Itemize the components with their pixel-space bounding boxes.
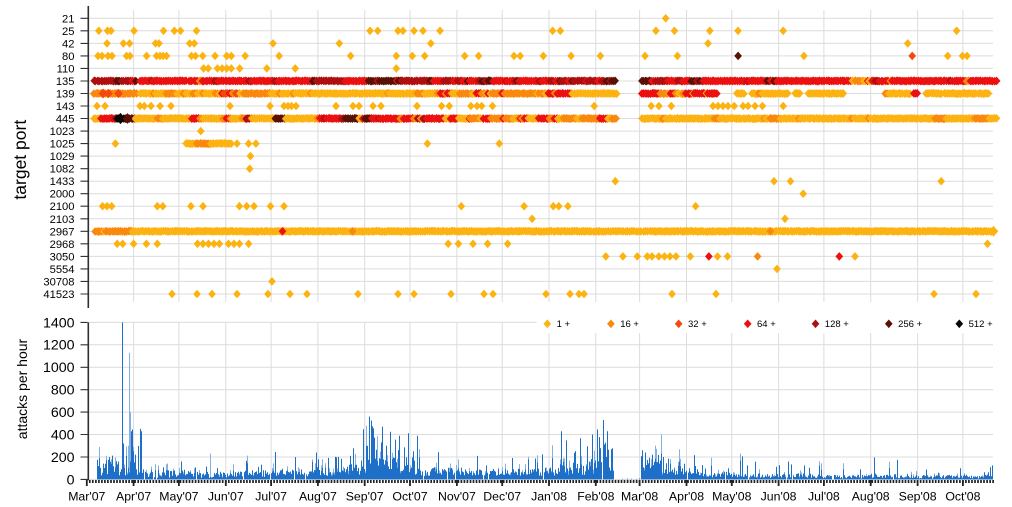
svg-text:400: 400 bbox=[51, 427, 75, 443]
svg-text:Jul'07: Jul'07 bbox=[255, 489, 287, 503]
svg-text:1025: 1025 bbox=[50, 139, 75, 151]
svg-text:1082: 1082 bbox=[50, 164, 75, 176]
svg-text:600: 600 bbox=[51, 405, 75, 421]
svg-text:1400: 1400 bbox=[43, 315, 75, 331]
svg-text:Nov'07: Nov'07 bbox=[438, 489, 476, 503]
svg-text:Mar'08: Mar'08 bbox=[621, 489, 658, 503]
svg-text:2967: 2967 bbox=[50, 226, 75, 238]
svg-text:Dec'07: Dec'07 bbox=[483, 489, 521, 503]
svg-text:2968: 2968 bbox=[50, 239, 75, 251]
svg-text:Apr'08: Apr'08 bbox=[669, 489, 704, 503]
svg-text:256 +: 256 + bbox=[898, 319, 922, 330]
svg-text:42: 42 bbox=[62, 38, 74, 50]
svg-text:attacks per hour: attacks per hour bbox=[14, 338, 30, 439]
svg-text:1433: 1433 bbox=[50, 176, 75, 188]
svg-text:3050: 3050 bbox=[50, 251, 75, 263]
svg-text:135: 135 bbox=[56, 76, 75, 88]
svg-text:200: 200 bbox=[51, 450, 75, 466]
svg-text:110: 110 bbox=[57, 63, 75, 75]
svg-text:1029: 1029 bbox=[50, 151, 75, 163]
svg-text:64 +: 64 + bbox=[757, 319, 776, 330]
svg-text:21: 21 bbox=[62, 13, 74, 25]
svg-text:Aug'08: Aug'08 bbox=[852, 489, 890, 503]
svg-text:0: 0 bbox=[67, 472, 75, 488]
svg-text:32 +: 32 + bbox=[688, 319, 707, 330]
svg-text:30708: 30708 bbox=[43, 276, 74, 288]
svg-text:Jun'07: Jun'07 bbox=[208, 489, 244, 503]
svg-text:Feb'08: Feb'08 bbox=[577, 489, 614, 503]
svg-text:143: 143 bbox=[56, 101, 75, 113]
svg-text:Mar'07: Mar'07 bbox=[68, 489, 105, 503]
svg-text:80: 80 bbox=[62, 51, 74, 63]
svg-text:May'08: May'08 bbox=[712, 489, 751, 503]
svg-text:139: 139 bbox=[56, 89, 75, 101]
svg-text:128 +: 128 + bbox=[825, 319, 849, 330]
svg-text:Apr'07: Apr'07 bbox=[116, 489, 151, 503]
svg-text:Sep'07: Sep'07 bbox=[346, 489, 384, 503]
svg-text:Jan'08: Jan'08 bbox=[531, 489, 567, 503]
svg-text:41523: 41523 bbox=[43, 289, 74, 301]
svg-text:1 +: 1 + bbox=[557, 319, 571, 330]
svg-text:445: 445 bbox=[56, 114, 75, 126]
svg-text:May'07: May'07 bbox=[159, 489, 198, 503]
svg-text:Jul'08: Jul'08 bbox=[808, 489, 840, 503]
svg-text:2100: 2100 bbox=[50, 201, 75, 213]
svg-text:800: 800 bbox=[51, 383, 75, 399]
svg-text:Sep'08: Sep'08 bbox=[899, 489, 937, 503]
svg-text:target port: target port bbox=[10, 120, 30, 200]
svg-text:Jun'08: Jun'08 bbox=[761, 489, 797, 503]
svg-text:Oct'08: Oct'08 bbox=[945, 489, 980, 503]
svg-text:1200: 1200 bbox=[43, 338, 75, 354]
svg-text:2103: 2103 bbox=[50, 214, 75, 226]
svg-text:1023: 1023 bbox=[50, 126, 75, 138]
svg-text:16 +: 16 + bbox=[620, 319, 639, 330]
svg-text:25: 25 bbox=[62, 26, 74, 38]
svg-text:512 +: 512 + bbox=[969, 319, 993, 330]
svg-text:Oct'07: Oct'07 bbox=[392, 489, 427, 503]
svg-text:5554: 5554 bbox=[50, 264, 75, 276]
svg-text:1000: 1000 bbox=[43, 360, 75, 376]
svg-text:Aug'07: Aug'07 bbox=[299, 489, 337, 503]
svg-text:2000: 2000 bbox=[50, 189, 75, 201]
